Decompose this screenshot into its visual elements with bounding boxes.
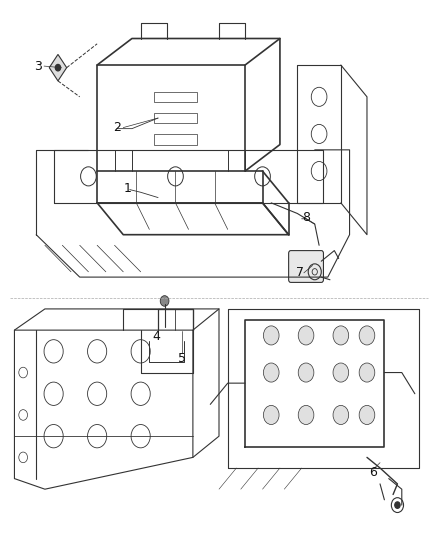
Circle shape bbox=[160, 296, 169, 306]
Circle shape bbox=[359, 406, 375, 424]
Text: 5: 5 bbox=[178, 352, 186, 365]
Circle shape bbox=[298, 406, 314, 424]
Text: 6: 6 bbox=[370, 466, 378, 479]
Circle shape bbox=[131, 340, 150, 363]
Text: 8: 8 bbox=[302, 211, 310, 224]
Circle shape bbox=[131, 424, 150, 448]
Circle shape bbox=[263, 363, 279, 382]
Circle shape bbox=[88, 382, 107, 406]
Circle shape bbox=[88, 340, 107, 363]
Circle shape bbox=[131, 382, 150, 406]
Circle shape bbox=[333, 363, 349, 382]
Circle shape bbox=[44, 340, 63, 363]
Polygon shape bbox=[49, 54, 67, 81]
Circle shape bbox=[55, 64, 60, 71]
Circle shape bbox=[359, 326, 375, 345]
Bar bbox=[154, 134, 197, 144]
Text: 1: 1 bbox=[124, 182, 131, 195]
Bar bbox=[154, 92, 197, 102]
Circle shape bbox=[88, 424, 107, 448]
Circle shape bbox=[298, 363, 314, 382]
Circle shape bbox=[44, 424, 63, 448]
Text: 7: 7 bbox=[296, 266, 304, 279]
Circle shape bbox=[333, 326, 349, 345]
Circle shape bbox=[263, 326, 279, 345]
Text: 2: 2 bbox=[113, 121, 120, 134]
FancyBboxPatch shape bbox=[289, 251, 323, 282]
Text: 4: 4 bbox=[152, 330, 160, 343]
Bar bbox=[154, 113, 197, 123]
Circle shape bbox=[263, 406, 279, 424]
Circle shape bbox=[395, 502, 400, 508]
Circle shape bbox=[333, 406, 349, 424]
Circle shape bbox=[298, 326, 314, 345]
Circle shape bbox=[44, 382, 63, 406]
Text: 3: 3 bbox=[35, 60, 42, 72]
Circle shape bbox=[359, 363, 375, 382]
